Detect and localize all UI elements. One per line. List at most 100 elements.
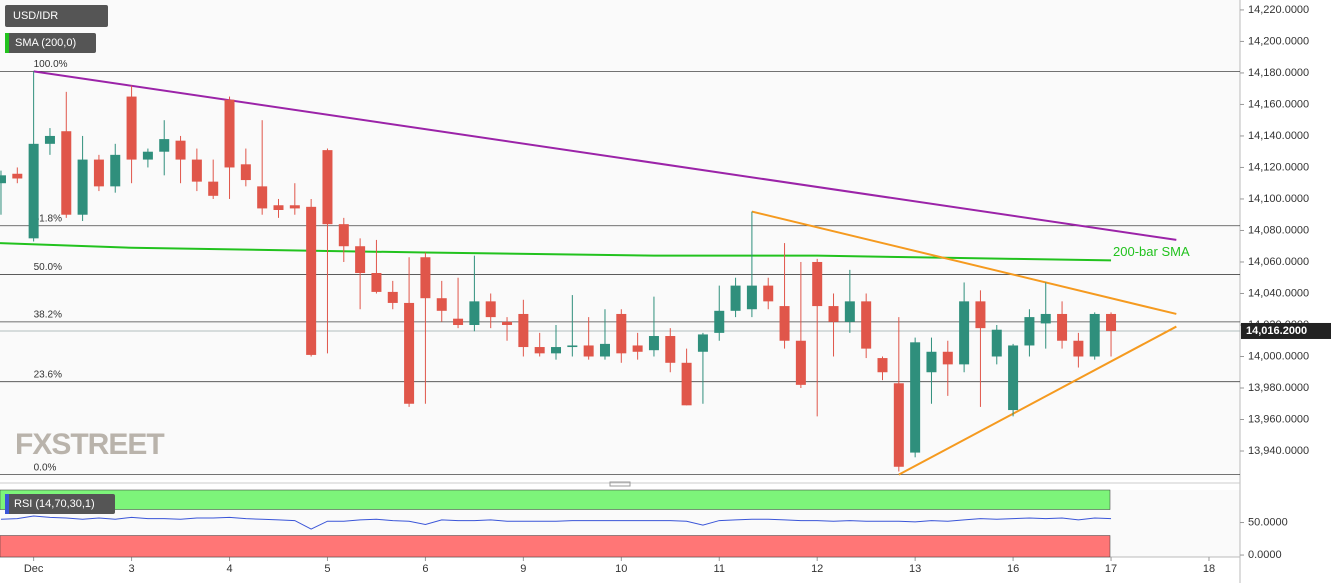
candle-body — [240, 164, 251, 181]
candle-body — [910, 342, 921, 453]
rsi-y-tick-label: 50.0000 — [1248, 516, 1288, 528]
sma-name: 200-bar SMA — [1113, 244, 1190, 259]
candle-body — [93, 159, 104, 187]
x-tick-label: 13 — [909, 563, 921, 575]
overbought-zone — [0, 489, 1111, 510]
candle-body — [420, 257, 431, 299]
candle-body — [991, 329, 1002, 357]
last-price-label: 14,016.2000 — [1246, 325, 1307, 337]
candle-body — [28, 143, 39, 239]
candle-body — [371, 273, 382, 292]
resize-handle[interactable] — [609, 481, 631, 487]
candle-body — [175, 140, 186, 160]
fib-label: 100.0% — [34, 59, 68, 70]
trendline — [898, 325, 1177, 476]
sma-label: SMA (200,0) — [15, 37, 76, 49]
candle-body — [469, 301, 480, 325]
candle-body — [453, 318, 464, 325]
candle-body — [942, 351, 953, 365]
candle-body — [795, 340, 806, 385]
candle-body — [551, 347, 562, 354]
candle-body — [632, 345, 643, 352]
fib-label: 23.6% — [34, 369, 62, 380]
candle-body — [306, 206, 317, 355]
y-tick-label: 14,040.0000 — [1248, 287, 1309, 299]
candle-body — [12, 173, 23, 179]
symbol-label: USD/IDR — [13, 10, 58, 22]
candle-body — [844, 301, 855, 322]
sma-line — [0, 242, 1112, 262]
rsi-line — [0, 515, 1112, 530]
candle-body — [485, 301, 496, 318]
candle-body — [1024, 317, 1035, 346]
candle-body — [322, 150, 333, 225]
candle-body — [289, 205, 300, 209]
candle-body — [926, 351, 937, 373]
y-tick-label: 14,220.0000 — [1248, 4, 1309, 16]
rsi-title-box — [5, 494, 115, 514]
y-tick-label: 14,000.0000 — [1248, 350, 1309, 362]
trendline — [751, 210, 1177, 315]
trendline — [33, 70, 1177, 241]
candle-body — [779, 306, 790, 341]
candle-body — [828, 306, 839, 322]
y-tick-label: 13,980.0000 — [1248, 382, 1309, 394]
candle-body — [681, 362, 692, 406]
y-tick-label: 14,160.0000 — [1248, 98, 1309, 110]
candle-body — [616, 313, 627, 354]
candle-body — [665, 336, 676, 363]
candle-body — [0, 175, 6, 184]
x-tick-label: 9 — [520, 563, 526, 575]
candle-body — [730, 285, 741, 311]
x-tick-label: 11 — [714, 563, 725, 575]
candle-body — [567, 345, 578, 348]
rsi-y-tick-label: 0.0000 — [1248, 549, 1282, 561]
candle-body — [697, 334, 708, 352]
candle-body — [224, 99, 235, 168]
fib-label: 50.0% — [34, 262, 62, 273]
x-tick-label: 10 — [615, 563, 627, 575]
x-tick-label: 16 — [1007, 563, 1019, 575]
fib-label: 0.0% — [34, 462, 57, 473]
candle-body — [77, 159, 88, 215]
candle-body — [812, 261, 823, 307]
last-price-marker — [1241, 322, 1331, 339]
y-tick-label: 14,200.0000 — [1248, 35, 1309, 47]
candle-body — [338, 224, 349, 247]
candle-body — [1040, 313, 1051, 324]
candle-body — [44, 135, 55, 144]
candle-body — [975, 301, 986, 329]
candle-body — [387, 291, 398, 303]
x-tick-label: 4 — [226, 563, 232, 575]
y-tick-label: 14,100.0000 — [1248, 193, 1309, 205]
x-tick-label: 3 — [129, 563, 135, 575]
candle-body — [746, 285, 757, 310]
sma-swatch — [5, 33, 9, 53]
candle-body — [1106, 313, 1117, 331]
candle-body — [404, 302, 415, 404]
candle-body — [893, 383, 904, 467]
candle-body — [583, 345, 594, 357]
candle-body — [273, 205, 284, 210]
candle-body — [502, 321, 513, 325]
candle-body — [518, 313, 529, 348]
candle-body — [191, 159, 202, 182]
candle-body — [1057, 313, 1068, 341]
legend-header: USD/IDR SMA (200,0) — [5, 5, 108, 53]
fib-label: 61.8% — [34, 213, 62, 224]
candle-body — [959, 301, 970, 365]
candle-body — [159, 139, 170, 152]
candle-body — [1089, 313, 1100, 357]
candle-body — [534, 347, 545, 354]
rsi-title: RSI (14,70,30,1) — [14, 498, 95, 510]
oversold-zone — [0, 535, 1111, 558]
candle-body — [877, 358, 888, 373]
y-tick-label: 14,140.0000 — [1248, 130, 1309, 142]
candle-body — [257, 186, 268, 209]
candle-body — [599, 343, 610, 357]
x-tick-label: 6 — [422, 563, 428, 575]
y-tick-label: 14,180.0000 — [1248, 67, 1309, 79]
candle-body — [208, 181, 219, 196]
candle-body — [648, 336, 659, 351]
